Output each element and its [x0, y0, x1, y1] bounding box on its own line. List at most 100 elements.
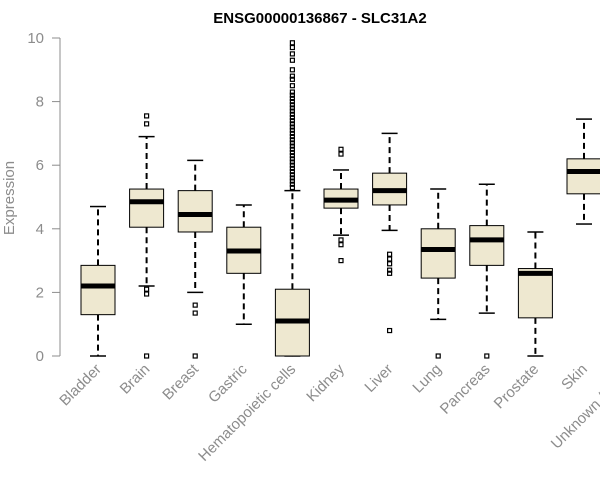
outlier-point — [338, 151, 344, 157]
outlier-point — [289, 108, 295, 114]
iqr-box — [177, 190, 213, 233]
y-tick-label: 10 — [27, 30, 44, 47]
outlier-point — [338, 237, 344, 243]
outlier-point — [289, 178, 295, 184]
y-axis-label: Expression — [1, 161, 18, 235]
box-brain — [129, 113, 165, 359]
outlier-point — [289, 73, 295, 79]
outlier-point — [289, 162, 295, 168]
y-tick-label: 4 — [36, 221, 44, 238]
x-tick-label: Kidney — [303, 360, 348, 405]
outlier-point — [144, 121, 150, 127]
outlier-point — [289, 114, 295, 121]
outlier-point — [289, 83, 295, 89]
outlier-point — [289, 95, 295, 102]
outlier-point — [338, 242, 344, 248]
outlier-point — [289, 105, 295, 111]
outlier-point — [338, 258, 344, 264]
y-tick-label: 6 — [36, 157, 44, 174]
outlier-point — [289, 140, 295, 146]
x-tick-label: Skin — [558, 361, 591, 394]
outlier-point — [289, 149, 295, 156]
outlier-point — [289, 89, 295, 95]
outlier-point — [387, 267, 393, 273]
outlier-point — [289, 111, 295, 117]
outlier-point — [289, 143, 295, 149]
outlier-point — [387, 251, 393, 257]
y-tick-label: 2 — [36, 284, 44, 301]
box-hematopoietic-cells — [274, 40, 310, 357]
x-tick-label: Prostate — [491, 361, 543, 413]
x-tick-label: Breast — [159, 360, 202, 403]
outlier-point — [387, 327, 393, 334]
outlier-point — [289, 57, 295, 63]
box-lung — [420, 188, 456, 359]
outlier-point — [289, 184, 295, 191]
outlier-point — [387, 256, 393, 262]
outlier-point — [144, 113, 150, 119]
chart-title: ENSG00000136867 - SLC31A2 — [213, 10, 426, 27]
x-tick-label: Bladder — [56, 361, 105, 410]
outlier-point — [289, 165, 295, 171]
outlier-point — [435, 353, 441, 359]
outlier-point — [192, 310, 198, 316]
box-prostate — [517, 231, 553, 357]
outlier-point — [289, 156, 295, 162]
y-tick-label: 8 — [36, 94, 44, 111]
outlier-point — [387, 270, 393, 276]
outlier-point — [289, 175, 295, 181]
outlier-point — [289, 102, 295, 108]
x-tick-label: Gastric — [205, 360, 251, 406]
outlier-point — [289, 172, 295, 178]
box-gastric — [226, 204, 262, 325]
x-tick-label: Hematopoietic cells — [195, 361, 299, 465]
outlier-point — [484, 353, 490, 359]
outlier-point — [289, 92, 295, 98]
x-tick-label: Brain — [117, 361, 154, 398]
outlier-point — [289, 51, 295, 57]
outlier-point — [289, 181, 295, 187]
outlier-point — [144, 291, 150, 297]
y-axis-ticks: 0 2 4 6 8 10 — [27, 30, 60, 365]
iqr-box — [420, 228, 456, 279]
outlier-point — [289, 76, 295, 82]
outlier-point — [289, 44, 295, 51]
box-pancreas — [469, 183, 505, 359]
iqr-box — [566, 158, 600, 195]
outlier-point — [144, 286, 150, 292]
outlier-point — [387, 261, 393, 267]
iqr-box — [517, 268, 553, 319]
outlier-point — [289, 127, 295, 133]
box-liver — [372, 132, 408, 334]
box-series — [80, 40, 600, 359]
outlier-point — [289, 159, 295, 165]
outlier-point — [289, 40, 295, 46]
x-tick-label: Lung — [409, 361, 445, 397]
box-kidney — [323, 146, 359, 264]
box-skin — [566, 118, 600, 225]
box-bladder — [80, 205, 116, 357]
outlier-point — [289, 98, 295, 105]
outlier-point — [289, 168, 295, 175]
outlier-point — [289, 118, 295, 124]
outlier-point — [289, 121, 295, 127]
outlier-point — [289, 130, 295, 136]
outlier-point — [289, 137, 295, 143]
outlier-point — [289, 124, 295, 130]
x-tick-label: Pancreas — [437, 361, 494, 418]
box-breast — [177, 159, 213, 359]
outlier-point — [192, 302, 198, 308]
outlier-point — [289, 133, 295, 140]
iqr-box — [469, 225, 505, 266]
outlier-point — [192, 353, 198, 359]
outlier-point — [338, 146, 344, 152]
y-tick-label: 0 — [36, 348, 44, 365]
x-tick-label: Liver — [361, 361, 396, 396]
iqr-box — [129, 188, 165, 228]
iqr-box — [80, 264, 116, 316]
outlier-point — [289, 67, 295, 73]
outlier-point — [289, 146, 295, 152]
outlier-point — [144, 353, 150, 359]
